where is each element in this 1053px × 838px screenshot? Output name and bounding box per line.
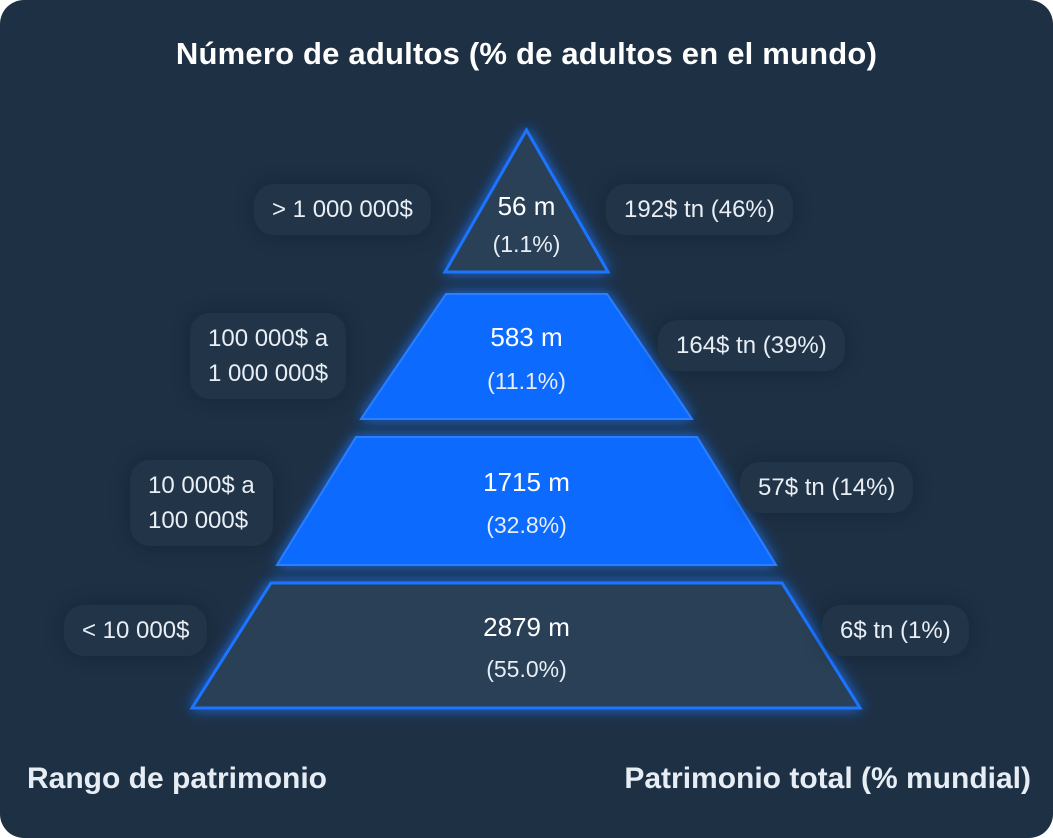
tier-adults-percent: (55.0%) [486,656,567,682]
pyramid-tier-top: 56 m (1.1%) [442,126,611,274]
pyramid-tier-lower-middle: 1715 m (32.8%) [275,436,778,566]
tier-adults-percent: (1.1%) [493,231,561,257]
pyramid-tier-shape [189,581,863,710]
diagram-title: Número de adultos (% de adultos en el mu… [175,36,878,71]
tier-adults-percent: (11.1%) [487,368,566,394]
left-axis-label: Rango de patrimonio [27,762,327,795]
total-wealth-label: 192$ tn (46%) [606,184,793,235]
wealth-range-line: 100 000$ [148,507,249,534]
tier-adults-count: 583 m [490,322,562,352]
wealth-range-line: 100 000$ a [208,325,329,352]
wealth-range-line: > 1 000 000$ [272,196,413,223]
tier-adults-count: 56 m [498,191,556,221]
wealth-range-label: 10 000$ a 100 000$ [130,460,273,546]
pyramid-tier-bottom: 2879 m (55.0%) [189,581,863,710]
wealth-range-line: 10 000$ a [148,472,255,499]
wealth-range-label: 100 000$ a 1 000 000$ [190,313,347,399]
total-wealth-label: 6$ tn (1%) [822,605,969,656]
pyramid-tier-shape [359,293,694,420]
pyramid-tier-upper-middle: 583 m (11.1%) [359,293,694,420]
wealth-range-label: > 1 000 000$ [254,184,431,235]
pyramid-tier-shape [275,436,778,566]
right-axis-label: Patrimonio total (% mundial) [624,762,1031,795]
total-wealth-label: 164$ tn (39%) [658,320,845,371]
wealth-range-label: < 10 000$ [64,605,208,656]
pyramid-tier-shape [442,126,611,274]
total-wealth-label: 57$ tn (14%) [740,462,914,513]
wealth-range-line: < 10 000$ [82,617,190,644]
tier-adults-count: 1715 m [483,467,570,497]
tier-adults-count: 2879 m [483,612,570,642]
tier-adults-percent: (32.8%) [486,512,567,538]
wealth-range-line: 1 000 000$ [208,360,329,387]
